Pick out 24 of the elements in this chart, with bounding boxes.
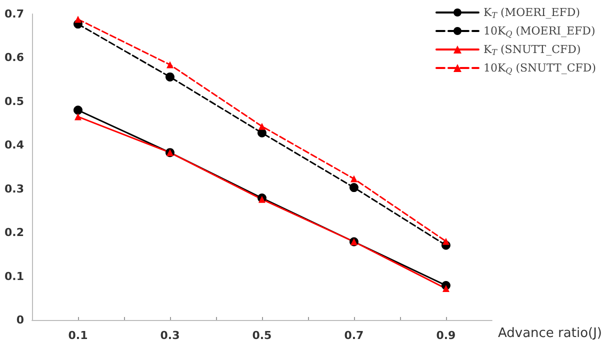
point xyxy=(258,122,266,130)
x-axis-title: Advance ratio(J) xyxy=(498,326,602,341)
y-tick-label: 0.6 xyxy=(4,51,24,64)
point xyxy=(442,238,450,245)
x-tick-label: 0.1 xyxy=(68,329,88,342)
y-tick-label: 0.4 xyxy=(4,138,24,152)
y-tick-label: 0.7 xyxy=(4,8,24,20)
point xyxy=(74,113,82,120)
x-tick-label: 0.7 xyxy=(344,329,364,342)
point xyxy=(74,106,82,115)
point xyxy=(349,183,358,192)
point xyxy=(166,61,174,68)
y-tick-label: 0 xyxy=(16,314,24,326)
x-tick-label: 0.9 xyxy=(436,329,456,342)
point xyxy=(442,285,450,292)
point xyxy=(350,175,358,182)
y-tick-label: 0.1 xyxy=(4,270,24,283)
x-tick-label: 0.5 xyxy=(252,329,272,342)
point xyxy=(74,16,82,23)
y-tick-label: 0.3 xyxy=(4,182,24,196)
y-tick-label: 0.2 xyxy=(4,226,24,240)
x-tick-label: 0.3 xyxy=(160,329,180,342)
point xyxy=(165,72,174,82)
y-tick-label: 0.5 xyxy=(4,94,24,108)
